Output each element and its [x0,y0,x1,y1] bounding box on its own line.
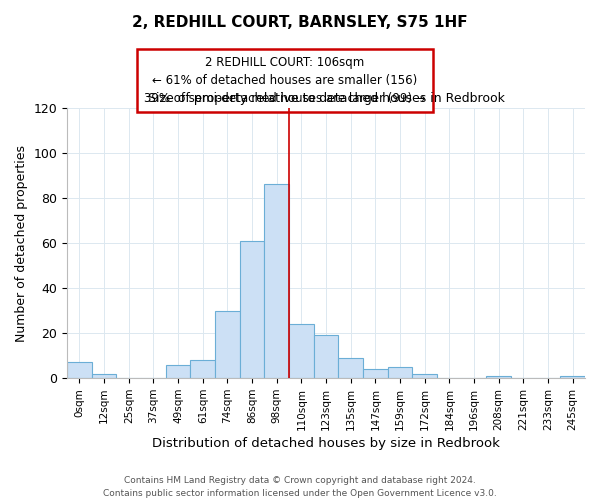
Bar [412,374,437,378]
Bar [560,376,585,378]
Bar [388,367,412,378]
Bar [363,369,388,378]
Y-axis label: Number of detached properties: Number of detached properties [15,144,28,342]
Bar [314,336,338,378]
Bar [215,310,240,378]
Text: 2 REDHILL COURT: 106sqm
← 61% of detached houses are smaller (156)
39% of semi-d: 2 REDHILL COURT: 106sqm ← 61% of detache… [144,56,425,105]
X-axis label: Distribution of detached houses by size in Redbrook: Distribution of detached houses by size … [152,437,500,450]
Text: 2, REDHILL COURT, BARNSLEY, S75 1HF: 2, REDHILL COURT, BARNSLEY, S75 1HF [132,15,468,30]
Bar [190,360,215,378]
Bar [265,184,289,378]
Bar [67,362,92,378]
Bar [338,358,363,378]
Bar [240,241,265,378]
Title: Size of property relative to detached houses in Redbrook: Size of property relative to detached ho… [148,92,505,106]
Bar [487,376,511,378]
Bar [166,364,190,378]
Bar [92,374,116,378]
Text: Contains HM Land Registry data © Crown copyright and database right 2024.
Contai: Contains HM Land Registry data © Crown c… [103,476,497,498]
Bar [289,324,314,378]
